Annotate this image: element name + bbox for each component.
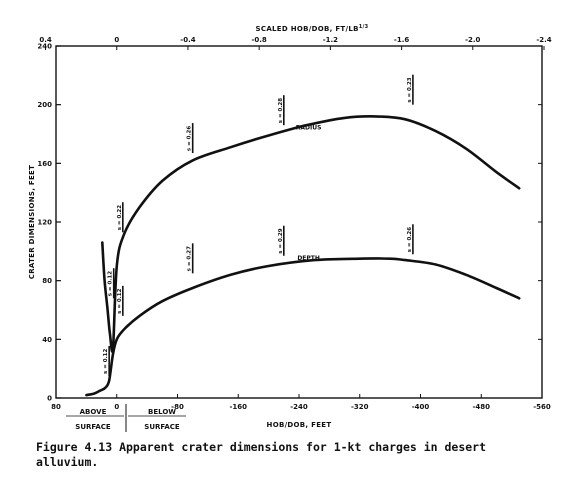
scaled-depth-annotations: s = 0.12s = 0.12s = 0.12s = 0.22s = 0.26… bbox=[103, 74, 414, 376]
top-tick-label: 0.4 bbox=[39, 36, 52, 44]
annotation-label: s = 0.23 bbox=[407, 77, 413, 102]
surface-zone-labels: ABOVE SURFACE BELOW SURFACE bbox=[66, 404, 186, 432]
y-tick-label: 120 bbox=[37, 219, 52, 227]
x-tick-label: 80 bbox=[51, 403, 61, 411]
annotation-label: s = 0.26 bbox=[407, 227, 413, 252]
x-tick-label: -320 bbox=[351, 403, 369, 411]
figure-caption: Figure 4.13 Apparent crater dimensions f… bbox=[36, 440, 581, 470]
curve-radius-label: RADIUS bbox=[296, 124, 322, 131]
annotation-label: s = 0.29 bbox=[278, 228, 284, 253]
top-tick-label: -2.4 bbox=[536, 36, 551, 44]
x-tick-label: -400 bbox=[412, 403, 430, 411]
bottom-axis-title: HOB/DOB, FEET bbox=[267, 421, 332, 429]
above-surface-label-bottom: SURFACE bbox=[75, 423, 111, 431]
top-tick-label: -0.8 bbox=[252, 36, 267, 44]
x-tick-label: -560 bbox=[533, 403, 551, 411]
annotation-label: s = 0.12 bbox=[117, 288, 123, 313]
x-tick-label: -160 bbox=[229, 403, 247, 411]
y-tick-label: 160 bbox=[37, 160, 52, 168]
annotation-label: s = 0.12 bbox=[108, 271, 114, 296]
top-axis-title: SCALED HOB/DOB, FT/LB1/3 bbox=[256, 24, 369, 33]
above-surface-label-top: ABOVE bbox=[80, 408, 107, 416]
curve-radius bbox=[101, 115, 521, 353]
y-tick-label: 0 bbox=[47, 395, 52, 403]
annotation-label: s = 0.12 bbox=[103, 349, 109, 374]
x-tick-label: -480 bbox=[472, 403, 490, 411]
top-tick-label: -1.6 bbox=[394, 36, 409, 44]
caption-line-1: Figure 4.13 Apparent crater dimensions f… bbox=[36, 440, 487, 454]
y-axis-title: CRATER DIMENSIONS, FEET bbox=[28, 165, 36, 279]
y-tick-label: 240 bbox=[37, 43, 52, 51]
top-tick-label: -1.2 bbox=[323, 36, 338, 44]
y-tick-label: 80 bbox=[42, 277, 52, 285]
annotation-label: s = 0.27 bbox=[187, 246, 193, 271]
annotation-label: s = 0.22 bbox=[117, 205, 123, 230]
y-tick-label: 200 bbox=[37, 101, 52, 109]
y-tick-label: 40 bbox=[42, 336, 52, 344]
curves: RADIUS DEPTH bbox=[85, 115, 521, 397]
below-surface-label-top: BELOW bbox=[148, 408, 176, 416]
annotation-label: s = 0.28 bbox=[278, 98, 284, 123]
curve-depth bbox=[85, 257, 521, 397]
top-tick-label: -0.4 bbox=[180, 36, 195, 44]
curve-depth-label: DEPTH bbox=[297, 255, 320, 262]
top-tick-label: -2.0 bbox=[465, 36, 480, 44]
x-tick-label: 0 bbox=[114, 403, 119, 411]
below-surface-label-bottom: SURFACE bbox=[144, 423, 180, 431]
x-tick-label: -80 bbox=[171, 403, 184, 411]
top-tick-label: 0 bbox=[114, 36, 119, 44]
x-tick-label: -240 bbox=[290, 403, 308, 411]
annotation-label: s = 0.26 bbox=[187, 126, 193, 151]
caption-line-2: alluvium. bbox=[36, 455, 99, 469]
